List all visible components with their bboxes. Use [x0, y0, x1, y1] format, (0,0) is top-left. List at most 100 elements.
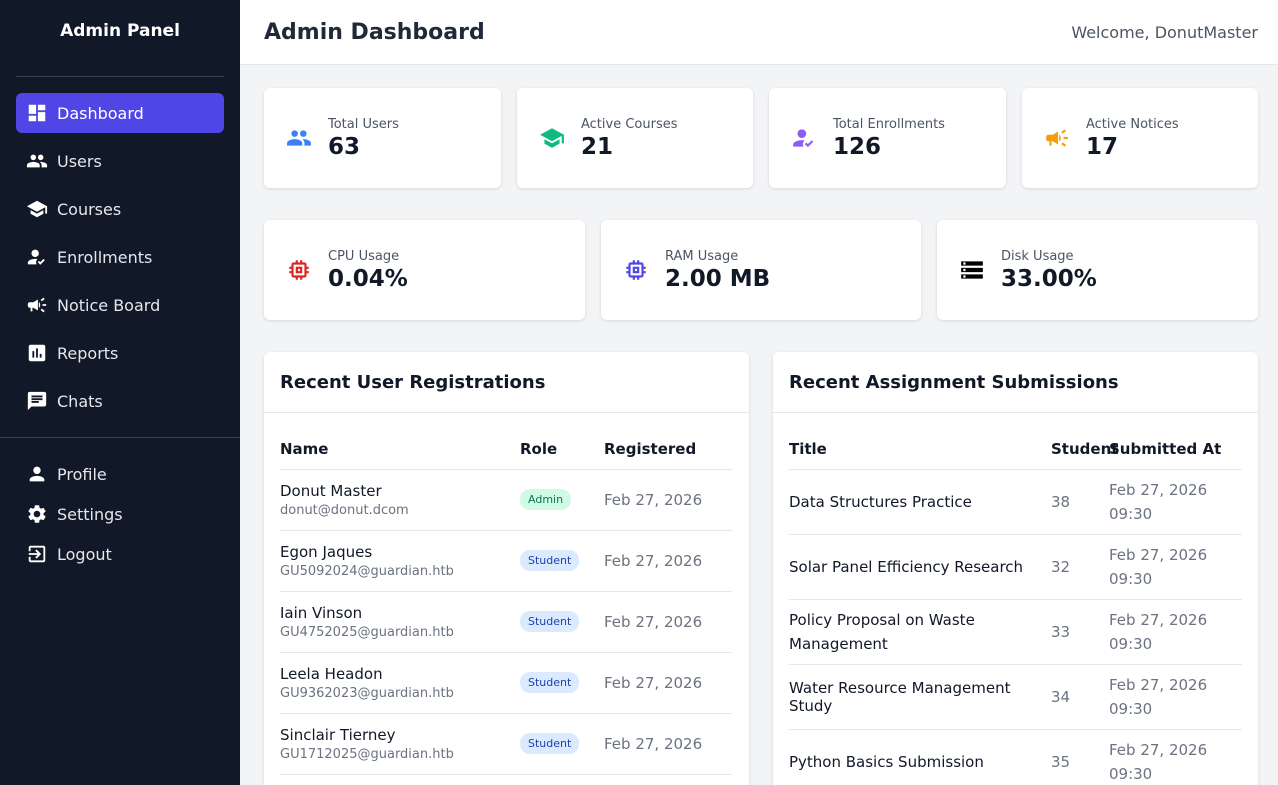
megaphone-icon	[1044, 125, 1070, 151]
table-row: Sinclair Tierney GU1712025@guardian.htb S…	[280, 713, 732, 775]
submitted-time: 09:30	[1109, 504, 1153, 523]
student-id: 34	[1051, 664, 1109, 730]
table-row: Policy Proposal on Waste Management 33 F…	[789, 599, 1242, 665]
sidebar-item-label: Notice Board	[57, 295, 161, 315]
student-id: 35	[1051, 729, 1109, 785]
stat-label: Total Users	[328, 116, 399, 132]
user-email: GU9362023@guardian.htb	[280, 685, 454, 701]
chart-icon	[26, 342, 48, 364]
column-header: Role	[520, 438, 604, 470]
user-email: GU5092024@guardian.htb	[280, 563, 454, 579]
student-id: 38	[1051, 469, 1109, 535]
sidebar-secondary-nav: Profile Settings Logout	[16, 454, 224, 574]
sidebar-item-dashboard[interactable]: Dashboard	[16, 93, 224, 133]
divider	[0, 437, 240, 438]
table-row: Data Structures Practice 38 Feb 27, 2026…	[789, 469, 1242, 535]
sidebar-item-label: Settings	[57, 504, 123, 524]
sidebar-item-profile[interactable]: Profile	[16, 454, 224, 494]
panel-title: Recent User Registrations	[264, 352, 749, 413]
divider	[16, 76, 224, 77]
stat-label: RAM Usage	[665, 248, 739, 264]
users-icon	[26, 150, 48, 172]
column-header: Student	[1051, 438, 1118, 470]
stat-value: 126	[833, 133, 882, 160]
sidebar-item-enrollments[interactable]: Enrollments	[16, 237, 224, 277]
column-header: Submitted At	[1109, 438, 1242, 470]
table-row: Iain Vinson GU4752025@guardian.htb Studen…	[280, 591, 732, 653]
role-badge: Admin	[520, 489, 572, 510]
table-header-row: Title Student Submitted At	[789, 438, 1242, 470]
user-name: Iain Vinson	[280, 603, 363, 622]
megaphone-icon	[26, 294, 48, 316]
storage-icon	[959, 257, 985, 283]
dashboard-icon	[26, 102, 48, 124]
gear-icon	[26, 503, 48, 525]
stat-card-total-users: Total Users 63	[264, 88, 501, 188]
submitted-time: 09:30	[1109, 764, 1153, 783]
registrations-table: Name Role Registered Donut Master donut@d…	[280, 438, 732, 775]
users-icon	[286, 125, 312, 151]
student-id: 32	[1051, 534, 1109, 600]
sidebar-item-courses[interactable]: Courses	[16, 189, 224, 229]
stat-label: Total Enrollments	[833, 116, 945, 132]
table-row: Water Resource Management Study 34 Feb 2…	[789, 664, 1242, 730]
student-id: 33	[1051, 599, 1109, 665]
stat-value: 2.00 MB	[665, 265, 771, 292]
sidebar-item-chats[interactable]: Chats	[16, 381, 224, 421]
sidebar-item-label: Courses	[57, 199, 122, 219]
stat-value: 0.04%	[328, 265, 408, 292]
sidebar-item-label: Dashboard	[57, 103, 144, 123]
table-row: Python Basics Submission 35 Feb 27, 2026…	[789, 729, 1242, 785]
cpu-icon	[286, 257, 312, 283]
sidebar: Admin Panel Dashboard Users Courses Enro…	[0, 0, 240, 785]
stat-value: 17	[1086, 133, 1119, 160]
role-badge: Student	[520, 611, 580, 632]
sidebar-item-users[interactable]: Users	[16, 141, 224, 181]
user-email: donut@donut.dcom	[280, 502, 409, 518]
stat-label: Active Courses	[581, 116, 678, 132]
sidebar-item-label: Users	[57, 151, 102, 171]
registered-date: Feb 27, 2026	[604, 469, 732, 531]
table-row: Leela Headon GU9362023@guardian.htb Stude…	[280, 652, 732, 714]
sidebar-item-label: Logout	[57, 544, 112, 564]
table-row: Solar Panel Efficiency Research 32 Feb 2…	[789, 534, 1242, 600]
user-check-icon	[26, 246, 48, 268]
system-card-disk: Disk Usage 33.00%	[937, 220, 1258, 320]
registered-date: Feb 27, 2026	[604, 591, 732, 653]
system-card-ram: RAM Usage 2.00 MB	[601, 220, 921, 320]
table-row: Egon Jaques GU5092024@guardian.htb Studen…	[280, 530, 732, 592]
submitted-date: Feb 27, 2026	[1109, 740, 1208, 759]
registered-date: Feb 27, 2026	[604, 530, 732, 592]
sidebar-item-settings[interactable]: Settings	[16, 494, 224, 534]
column-header: Title	[789, 438, 1051, 470]
sidebar-item-label: Profile	[57, 464, 107, 484]
submitted-date: Feb 27, 2026	[1109, 675, 1208, 694]
user-name: Egon Jaques	[280, 542, 373, 561]
stat-label: CPU Usage	[328, 248, 400, 264]
stat-value: 63	[328, 133, 361, 160]
recent-registrations-panel: Recent User Registrations Name Role Regi…	[264, 352, 749, 785]
submitted-time: 09:30	[1109, 569, 1153, 588]
stat-label: Disk Usage	[1001, 248, 1074, 264]
page-title: Admin Dashboard	[264, 19, 485, 45]
submission-title: Solar Panel Efficiency Research	[789, 534, 1051, 600]
graduation-cap-icon	[539, 125, 565, 151]
column-header: Registered	[604, 438, 732, 470]
sidebar-item-notice-board[interactable]: Notice Board	[16, 285, 224, 325]
role-badge: Student	[520, 733, 580, 754]
stat-card-active-notices: Active Notices 17	[1022, 88, 1258, 188]
table-row: Donut Master donut@donut.dcom Admin Feb 2…	[280, 469, 732, 531]
stat-card-total-enrollments: Total Enrollments 126	[769, 88, 1006, 188]
top-header: Admin Dashboard Welcome, DonutMaster	[240, 0, 1278, 65]
panel-title: Recent Assignment Submissions	[773, 352, 1258, 413]
sidebar-item-label: Reports	[57, 343, 119, 363]
sidebar-item-reports[interactable]: Reports	[16, 333, 224, 373]
submissions-table: Title Student Submitted At Data Structur…	[789, 438, 1242, 785]
stat-label: Active Notices	[1086, 116, 1179, 132]
submitted-time: 09:30	[1109, 699, 1153, 718]
sidebar-item-logout[interactable]: Logout	[16, 534, 224, 574]
recent-submissions-panel: Recent Assignment Submissions Title Stud…	[773, 352, 1258, 785]
user-name: Leela Headon	[280, 664, 383, 683]
stat-value: 21	[581, 133, 614, 160]
logout-icon	[26, 543, 48, 565]
